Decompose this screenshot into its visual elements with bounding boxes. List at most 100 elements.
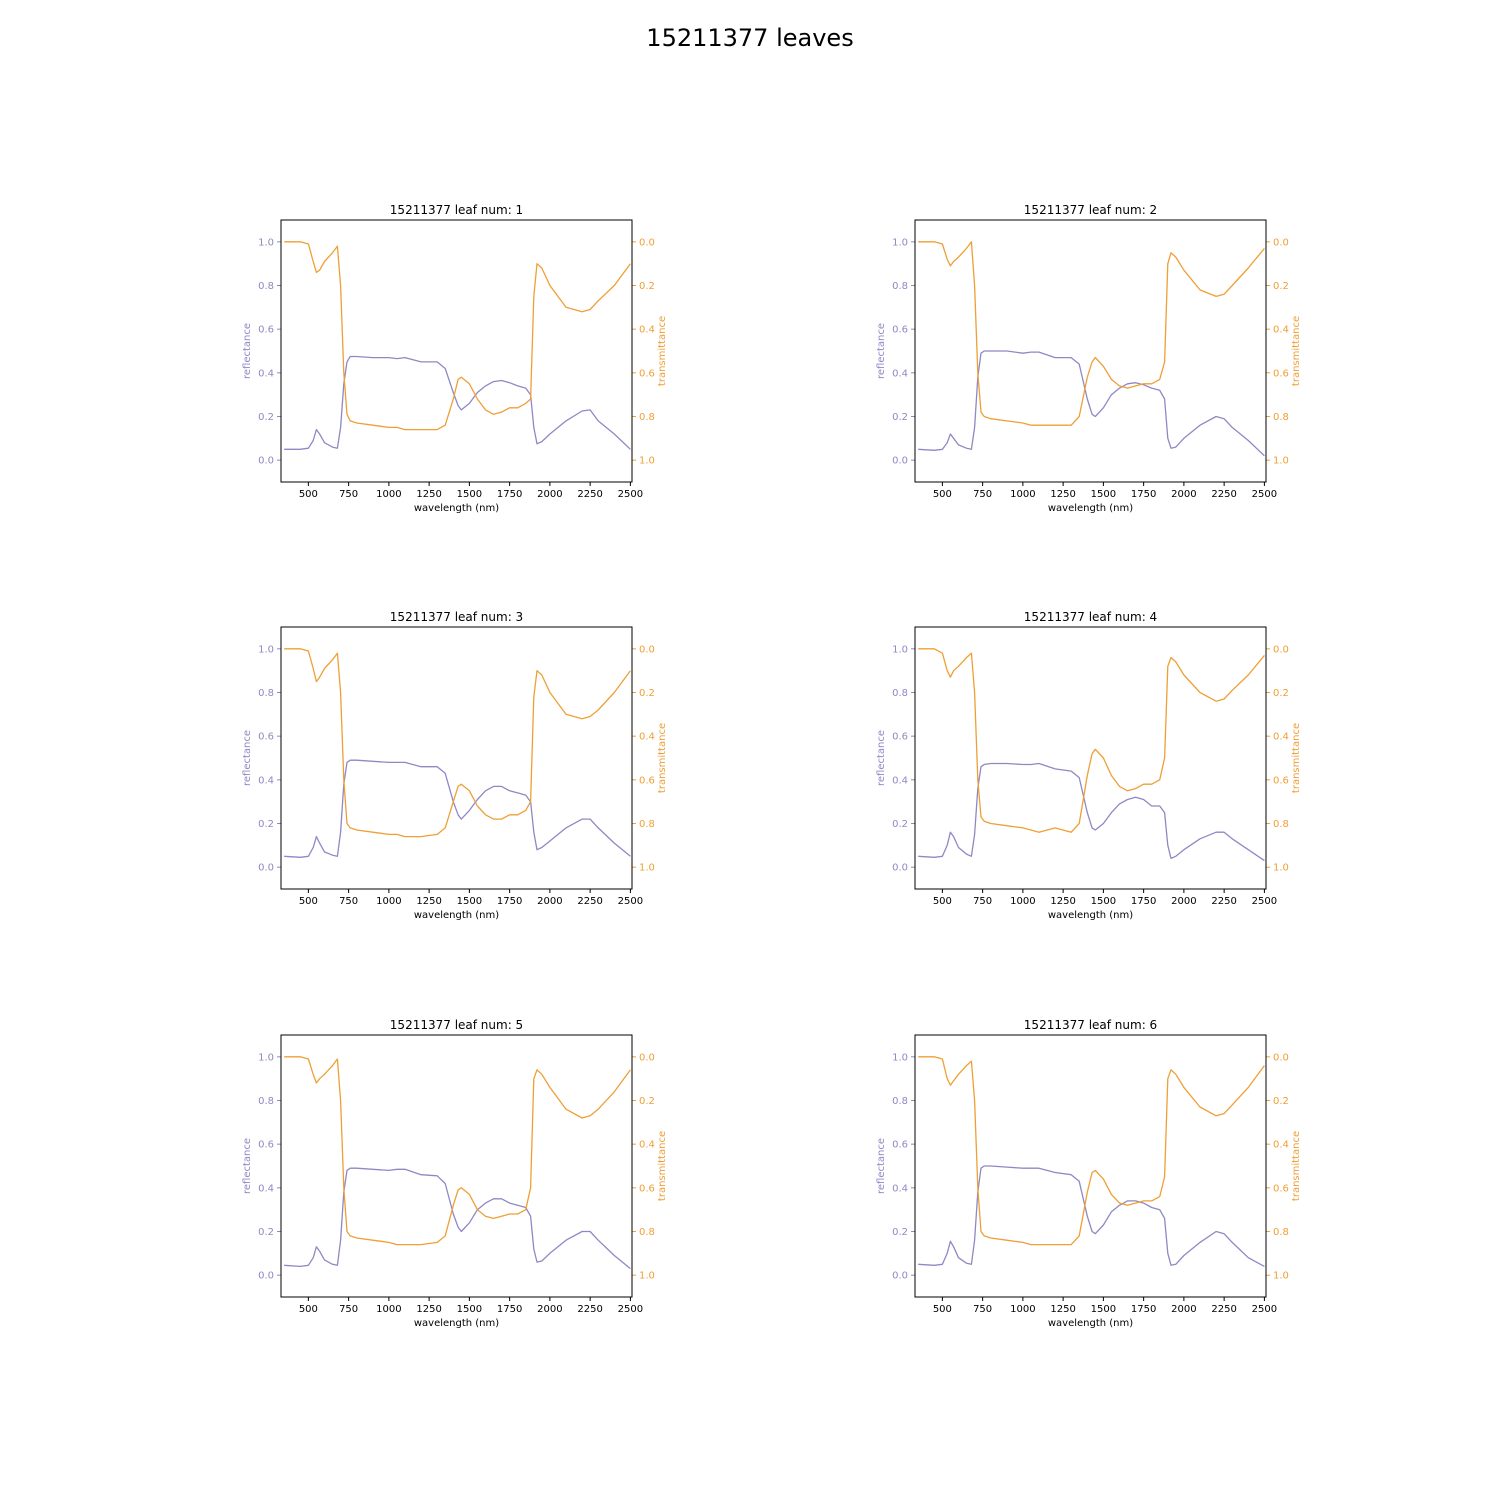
y2-tick-label: 0.6 (1273, 368, 1289, 379)
x-tick-label: 2000 (1171, 489, 1196, 500)
y-tick-label: 0.8 (258, 1096, 274, 1107)
y-tick-label: 0.4 (258, 368, 274, 379)
x-tick-label: 500 (299, 489, 318, 500)
y2-tick-label: 0.8 (639, 1227, 655, 1238)
x-tick-label: 1500 (1091, 896, 1116, 907)
x-tick-label: 500 (299, 896, 318, 907)
y2-tick-label: 0.2 (1273, 688, 1289, 699)
x-tick-label: 2500 (618, 1304, 643, 1315)
y-axis-label: reflectance (876, 323, 887, 379)
y-tick-label: 0.6 (258, 325, 274, 336)
x-tick-label: 2000 (1171, 896, 1196, 907)
y-axis-label: reflectance (242, 1138, 253, 1194)
x-tick-label: 2500 (1252, 489, 1277, 500)
x-tick-label: 1750 (1131, 1304, 1156, 1315)
y-tick-label: 0.0 (892, 456, 908, 467)
x-tick-label: 750 (973, 896, 992, 907)
x-tick-label: 750 (339, 489, 358, 500)
y2-tick-label: 1.0 (1273, 1271, 1289, 1282)
transmittance-line (918, 241, 1265, 426)
y-axis-label: reflectance (876, 1138, 887, 1194)
reflectance-line (918, 762, 1265, 862)
y-tick-label: 0.0 (258, 456, 274, 467)
x-tick-label: 1000 (376, 1304, 401, 1315)
x-tick-label: 500 (933, 896, 952, 907)
y2-tick-label: 0.8 (1273, 412, 1289, 423)
transmittance-line (284, 648, 631, 838)
subplot-6: 15211377 leaf num: 6 500 750 1000 1250 1500 17… (876, 1018, 1302, 1329)
x-tick-label: 2000 (537, 489, 562, 500)
y2-tick-label: 0.4 (1273, 1140, 1289, 1151)
reflectance-line (918, 350, 1265, 457)
reflectance-line (918, 1165, 1265, 1267)
y-tick-label: 0.6 (892, 1140, 908, 1151)
y-tick-label: 0.4 (258, 1183, 274, 1194)
y2-tick-label: 0.0 (1273, 237, 1289, 248)
x-axis-label: wavelength (nm) (1048, 910, 1133, 921)
y-tick-label: 0.8 (892, 1096, 908, 1107)
x-tick-label: 1500 (457, 1304, 482, 1315)
x-tick-label: 1000 (1010, 1304, 1035, 1315)
y-tick-label: 0.0 (892, 863, 908, 874)
y2-tick-label: 0.0 (1273, 644, 1289, 655)
y-tick-label: 1.0 (258, 644, 274, 655)
transmittance-line (284, 241, 631, 431)
y-axis-label: reflectance (242, 730, 253, 786)
subplot-5: 15211377 leaf num: 5 500 750 1000 1250 1500 17… (242, 1018, 668, 1329)
x-tick-label: 2500 (1252, 896, 1277, 907)
y2-axis-label: transmittance (657, 723, 668, 793)
x-tick-label: 1250 (416, 896, 441, 907)
y2-tick-label: 0.6 (639, 775, 655, 786)
x-tick-label: 2000 (1171, 1304, 1196, 1315)
y-axis-label: reflectance (876, 730, 887, 786)
x-tick-label: 1750 (1131, 489, 1156, 500)
subplot-title: 15211377 leaf num: 1 (390, 203, 523, 217)
y-tick-label: 0.6 (892, 325, 908, 336)
axes-frame (914, 626, 1267, 890)
x-tick-label: 500 (299, 1304, 318, 1315)
y2-tick-label: 0.2 (1273, 1096, 1289, 1107)
x-tick-label: 750 (339, 1304, 358, 1315)
y2-axis-label: transmittance (657, 316, 668, 386)
y-tick-label: 0.2 (892, 819, 908, 830)
y2-tick-label: 1.0 (639, 456, 655, 467)
x-tick-label: 2000 (537, 896, 562, 907)
y2-tick-label: 1.0 (639, 863, 655, 874)
y-tick-label: 0.0 (258, 1271, 274, 1282)
reflectance-line (284, 355, 631, 450)
y2-tick-label: 0.4 (639, 1140, 655, 1151)
y2-tick-label: 1.0 (639, 1271, 655, 1282)
y-tick-label: 0.2 (892, 412, 908, 423)
y-tick-label: 0.6 (258, 732, 274, 743)
x-tick-label: 2500 (618, 489, 643, 500)
x-axis-label: wavelength (nm) (1048, 1318, 1133, 1329)
y-tick-label: 0.2 (258, 412, 274, 423)
y-tick-label: 0.8 (892, 281, 908, 292)
x-tick-label: 2500 (1252, 1304, 1277, 1315)
y-tick-label: 0.4 (892, 368, 908, 379)
y2-axis-label: transmittance (1291, 316, 1302, 386)
y-tick-label: 0.8 (892, 688, 908, 699)
x-tick-label: 2500 (618, 896, 643, 907)
y-tick-label: 1.0 (892, 1052, 908, 1063)
x-tick-label: 750 (973, 489, 992, 500)
y-tick-label: 0.0 (892, 1271, 908, 1282)
y2-tick-label: 0.6 (639, 368, 655, 379)
y2-tick-label: 0.0 (639, 644, 655, 655)
y2-tick-label: 0.8 (639, 412, 655, 423)
figure-title: 15211377 leaves (646, 24, 854, 52)
y2-tick-label: 1.0 (1273, 863, 1289, 874)
x-tick-label: 2250 (1211, 489, 1236, 500)
x-tick-label: 1750 (497, 896, 522, 907)
y2-tick-label: 0.6 (1273, 775, 1289, 786)
x-tick-label: 2250 (577, 489, 602, 500)
y2-tick-label: 0.2 (639, 688, 655, 699)
y-tick-label: 0.2 (892, 1227, 908, 1238)
transmittance-line (918, 648, 1265, 833)
x-tick-label: 500 (933, 1304, 952, 1315)
x-tick-label: 750 (973, 1304, 992, 1315)
y2-axis-label: transmittance (657, 1131, 668, 1201)
x-tick-label: 1750 (497, 489, 522, 500)
x-tick-label: 1500 (1091, 1304, 1116, 1315)
